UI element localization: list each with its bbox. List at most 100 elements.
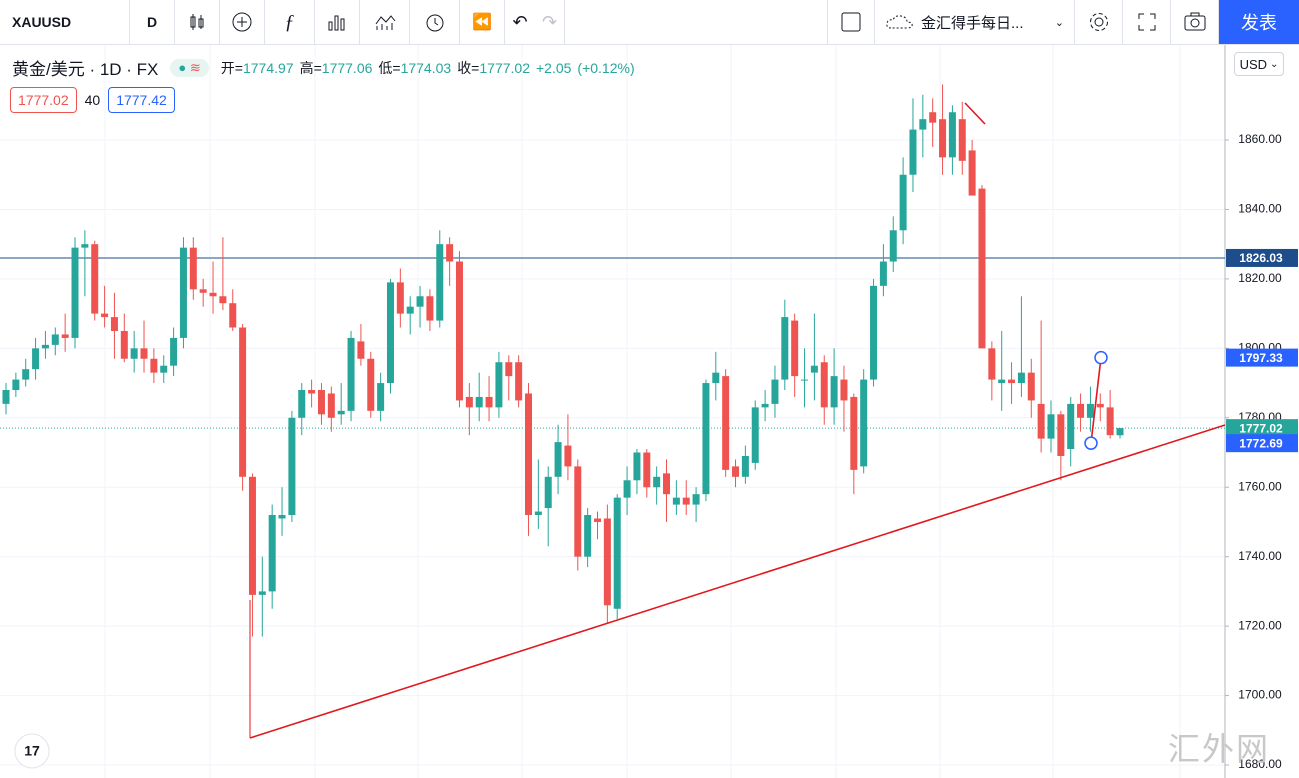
candle-body xyxy=(781,317,789,380)
candle-body xyxy=(229,303,237,328)
close-label: 收= xyxy=(457,59,480,76)
candle-body xyxy=(179,247,187,338)
undo-icon[interactable]: ↶ xyxy=(512,11,528,32)
caret: ⌄ xyxy=(1270,58,1279,70)
candle-body xyxy=(170,337,178,366)
bars-icon[interactable] xyxy=(315,0,360,44)
candle-body xyxy=(633,452,641,481)
candle-body xyxy=(436,244,444,321)
candle-body xyxy=(889,230,897,262)
candle-body xyxy=(446,244,454,262)
candle-body xyxy=(791,320,799,377)
fullscreen-icon[interactable] xyxy=(1123,0,1171,44)
candle-body xyxy=(426,296,434,321)
compare-icon[interactable] xyxy=(360,0,410,44)
drawing-point xyxy=(1094,350,1108,365)
buy-badge[interactable]: 1777.42 xyxy=(108,87,175,113)
legend: 黄金/美元 · 1D · FX ● ≋ 开= 1774.97 高= 1777.06 … xyxy=(12,55,635,80)
candle-body xyxy=(199,289,207,293)
drawing-point-label: 1772.69 xyxy=(1239,436,1283,450)
candle-body xyxy=(712,372,720,384)
icon xyxy=(328,15,345,31)
candle-body xyxy=(110,317,118,331)
candle-body xyxy=(1017,372,1025,384)
interval[interactable]: D xyxy=(130,0,175,44)
vertical-grid xyxy=(104,45,1181,778)
candle-body xyxy=(919,119,927,130)
currency-select[interactable]: USD ⌄ xyxy=(1234,52,1284,76)
candle-body xyxy=(741,455,749,477)
candle-body xyxy=(603,518,611,606)
add-icon[interactable] xyxy=(220,0,265,44)
layout-text: 金汇得手每日... xyxy=(921,14,1024,32)
candle-body xyxy=(594,518,602,522)
candle-body xyxy=(61,334,69,338)
candle-body xyxy=(524,393,532,516)
y-tick-label: 1700.00 xyxy=(1238,688,1282,702)
candle-body xyxy=(534,511,542,516)
indicator-icon[interactable]: ƒ xyxy=(265,0,315,44)
candle-body xyxy=(81,244,89,248)
trade-badges: 1777.02 40 1777.42 xyxy=(10,87,175,113)
candle-body xyxy=(682,497,690,505)
icon xyxy=(190,14,204,30)
candle-body xyxy=(801,379,809,381)
candle-body xyxy=(347,337,355,411)
candle-body xyxy=(1027,372,1035,401)
icon xyxy=(1138,13,1155,31)
candle-body xyxy=(1116,428,1124,436)
change: +2.05 xyxy=(535,59,572,76)
layout-icon[interactable] xyxy=(827,0,875,44)
candle-body xyxy=(160,365,168,373)
candle-body xyxy=(643,452,651,488)
candle-body xyxy=(71,247,79,338)
publish-button[interactable]: 发表 xyxy=(1219,0,1299,44)
candle-body xyxy=(672,497,680,505)
change-pct: (+0.12%) xyxy=(577,59,635,76)
high-label: 高= xyxy=(299,59,322,76)
icon xyxy=(1089,13,1108,31)
candle-body xyxy=(860,379,868,467)
trend-line xyxy=(249,424,1226,739)
candle-body xyxy=(377,383,385,411)
drawing-point xyxy=(1084,436,1098,450)
sell-badge[interactable]: 1777.02 xyxy=(10,87,77,113)
candle-icon[interactable] xyxy=(175,0,220,44)
y-tick-label: 1840.00 xyxy=(1238,202,1282,216)
candle-body xyxy=(2,390,10,404)
candle-body xyxy=(475,396,483,408)
symbol[interactable]: XAUUSD xyxy=(0,0,130,44)
candle-body xyxy=(948,112,956,158)
candle-body xyxy=(248,476,256,595)
horizontal-line-label-bg xyxy=(1226,248,1298,267)
candle-body xyxy=(416,296,424,307)
candle-body xyxy=(485,396,493,408)
alert-icon[interactable] xyxy=(410,0,460,44)
candle-body xyxy=(613,497,621,609)
spread: 40 xyxy=(84,92,101,108)
y-tick-label: 1760.00 xyxy=(1238,479,1282,493)
status-pill: ● ≋ xyxy=(170,58,209,77)
replay-icon[interactable]: ⏪ xyxy=(460,0,505,44)
icon xyxy=(426,14,443,32)
candle-body xyxy=(988,348,996,380)
snapshot-icon[interactable] xyxy=(1171,0,1219,44)
candle-body xyxy=(396,282,404,314)
close-value: 1777.02 xyxy=(479,59,530,76)
candle-body xyxy=(771,379,779,404)
candle-body xyxy=(909,129,917,175)
redo-icon[interactable]: ↷ xyxy=(535,0,565,44)
icon xyxy=(841,12,861,32)
candle-body xyxy=(239,327,247,477)
candle-body xyxy=(1096,403,1104,408)
currency: USD xyxy=(1239,56,1268,72)
toolbar: XAUUSD D ƒ ⏪ ↶ ↷ 金汇得手每日... ⌄ 发表 xyxy=(0,0,1299,45)
candle-body xyxy=(939,119,947,158)
candle-body xyxy=(722,376,730,470)
drawing-point-label-bg xyxy=(1226,434,1298,453)
horizontal-line-label: 1826.03 xyxy=(1239,251,1283,265)
candle-body xyxy=(978,188,986,349)
layout-name[interactable]: 金汇得手每日... ⌄ xyxy=(875,0,1075,44)
candle-body xyxy=(1067,403,1075,450)
settings-icon[interactable] xyxy=(1075,0,1123,44)
